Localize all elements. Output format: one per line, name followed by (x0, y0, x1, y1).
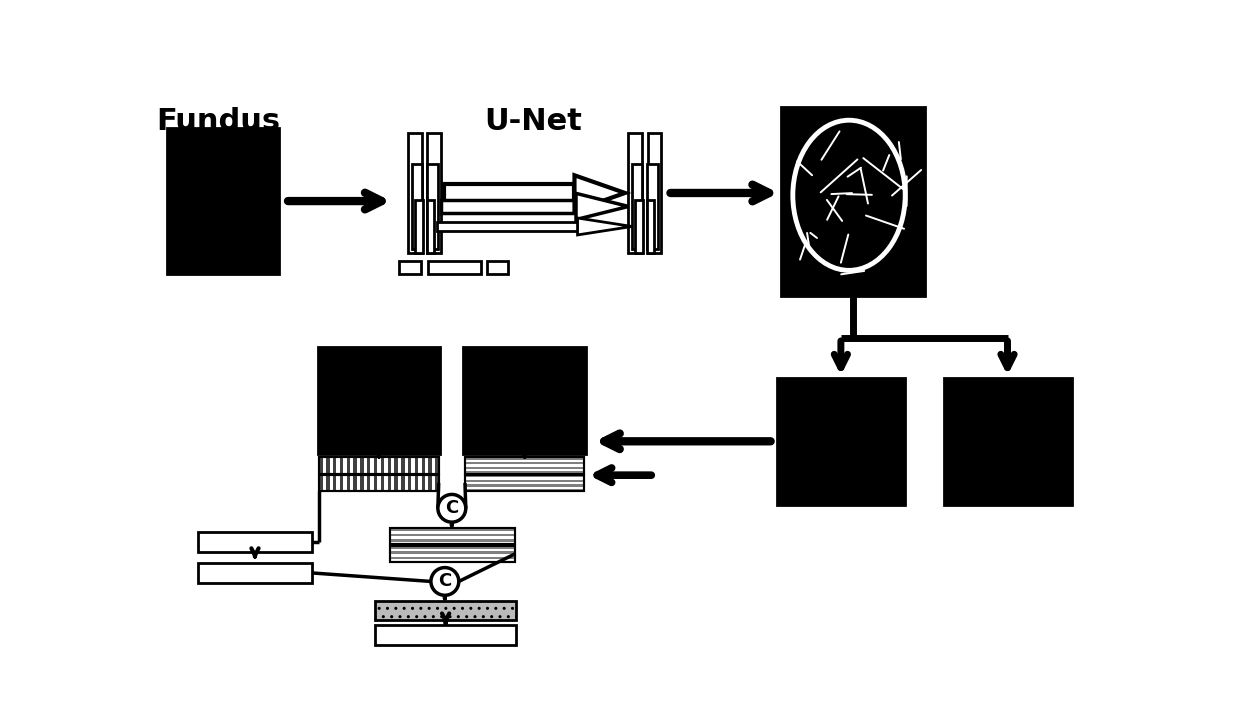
Bar (399, 261, 420, 275)
Bar (381, 475, 384, 491)
Bar (374, 625, 516, 645)
Text: C: C (438, 573, 451, 590)
Bar (422, 458, 425, 473)
Bar (647, 133, 661, 252)
Bar (465, 458, 584, 460)
Bar (408, 475, 412, 491)
Bar (389, 539, 516, 542)
Bar (427, 164, 438, 249)
Bar (629, 133, 642, 252)
Bar (394, 475, 398, 491)
Bar (381, 458, 384, 473)
Bar (465, 489, 584, 491)
Bar (427, 200, 434, 253)
Bar (340, 458, 343, 473)
Bar (465, 475, 584, 491)
Bar (435, 475, 439, 491)
Bar (465, 458, 584, 473)
Bar (389, 546, 516, 562)
Bar (464, 347, 585, 453)
Bar (428, 261, 481, 275)
Bar (353, 475, 357, 491)
Bar (781, 107, 925, 296)
Bar (389, 528, 516, 545)
Bar (332, 458, 336, 473)
Bar (465, 462, 584, 464)
Bar (340, 475, 343, 491)
Bar (441, 200, 577, 213)
Bar (320, 458, 439, 473)
Bar (389, 534, 516, 536)
Bar (428, 133, 441, 252)
Bar (465, 467, 584, 469)
Bar (320, 458, 439, 473)
Bar (387, 475, 391, 491)
Bar (197, 563, 312, 583)
Bar (408, 133, 422, 252)
Bar (346, 458, 350, 473)
Text: U-Net: U-Net (485, 107, 582, 136)
Bar (465, 480, 584, 482)
Polygon shape (578, 218, 632, 235)
Bar (374, 475, 377, 491)
Text: C: C (445, 499, 459, 518)
Bar (402, 458, 404, 473)
Polygon shape (574, 175, 625, 210)
Bar (465, 484, 584, 487)
Bar (777, 378, 905, 506)
Bar (422, 475, 425, 491)
Text: Fundus: Fundus (156, 107, 280, 136)
Bar (389, 528, 516, 531)
Bar (320, 458, 322, 473)
Bar (326, 475, 330, 491)
Circle shape (432, 568, 459, 595)
Bar (435, 458, 439, 473)
Bar (444, 184, 574, 202)
Bar (415, 200, 423, 253)
Bar (389, 528, 516, 545)
Bar (402, 475, 404, 491)
Bar (647, 200, 655, 253)
Bar (429, 458, 432, 473)
Bar (944, 378, 1071, 506)
Bar (326, 458, 330, 473)
Bar (166, 128, 279, 275)
Bar (374, 458, 377, 473)
Bar (389, 546, 516, 562)
Bar (361, 475, 363, 491)
Bar (465, 458, 584, 473)
Bar (465, 475, 584, 478)
Bar (389, 551, 516, 554)
Bar (465, 475, 584, 491)
Bar (346, 475, 350, 491)
Polygon shape (577, 193, 629, 220)
Bar (412, 164, 423, 249)
Bar (647, 164, 658, 249)
Bar (317, 347, 440, 453)
Bar (320, 475, 322, 491)
Bar (387, 458, 391, 473)
Bar (320, 475, 439, 491)
Circle shape (438, 494, 466, 522)
Bar (332, 475, 336, 491)
Bar (389, 546, 516, 549)
Bar (353, 458, 357, 473)
Bar (408, 458, 412, 473)
Bar (367, 458, 371, 473)
Bar (465, 471, 584, 473)
Bar (367, 475, 371, 491)
Bar (429, 475, 432, 491)
Bar (320, 475, 439, 491)
Bar (635, 200, 642, 253)
Bar (414, 458, 418, 473)
Bar (361, 458, 363, 473)
Bar (197, 532, 312, 552)
Bar (414, 475, 418, 491)
Bar (631, 164, 642, 249)
Bar (389, 557, 516, 560)
Bar (486, 261, 508, 275)
Bar (438, 222, 578, 231)
Bar (394, 458, 398, 473)
Bar (374, 602, 516, 620)
